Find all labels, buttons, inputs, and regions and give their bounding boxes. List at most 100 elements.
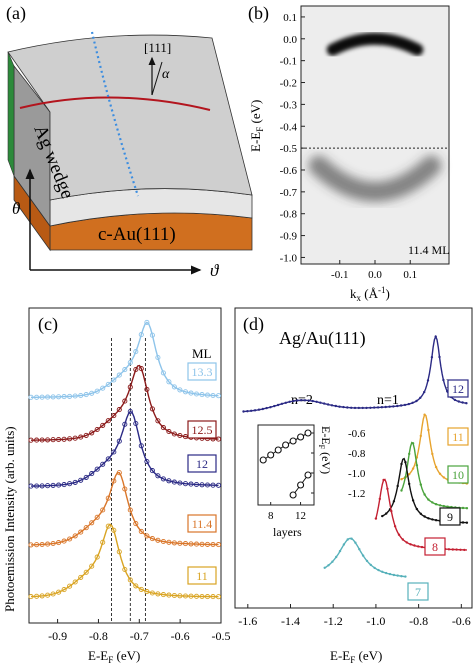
panel-d-series-box [424,537,446,556]
panel-c-series-label: 11 [196,569,208,583]
panel-c-data-point [210,541,216,548]
panel-d-data-point [419,483,422,486]
panel-d-data-point [415,399,418,403]
panel-c-data-point [105,418,111,424]
panel-c-data-point [111,449,117,455]
panel-c-data-point [215,594,222,600]
red-line [19,96,211,111]
panel-d-data-point [300,399,303,402]
panel-c-data-point [116,549,122,555]
inset-y-tick-label: -0.6 [348,428,366,440]
panel-c-data-point [199,392,205,398]
inset-y-ticks: -0.6 -0.8 -1.0 -1.2 [311,428,366,500]
panel-d-data-point [459,548,462,551]
panel-c-data-point [45,437,51,443]
panel-c-data-point [67,436,73,442]
panel-c-data-point [193,541,200,547]
panel-c-data-point [177,593,183,599]
inset-data-point [289,437,297,445]
panel-c-frame [28,307,222,624]
panel-c-data-point [171,431,177,437]
panel-c-data-point [61,482,67,488]
n1-label: n=1 [377,393,399,408]
panel-c-data-point [138,586,144,592]
panel-d-data-point [438,355,441,359]
panel-d-series-line [324,537,406,578]
panel-d-data-point [442,476,445,479]
panel-d-frame [234,307,473,609]
panel-d-x-tick-label: -1.0 [366,614,385,628]
panel-c-data-point [155,591,161,597]
panel-d-data-point [311,399,314,403]
panel-d-data-point [303,399,307,402]
panel-d-data-point [280,402,284,405]
panel-c-data-point [138,366,144,372]
panel-c-data-point [94,514,100,520]
arpes-y-ticks: 0.1 0.0 -0.1 -0.2 -0.3 -0.4 -0.5 -0.6 -0.7 -0.8 -0… [280,12,305,264]
panel-c-data-point [127,360,133,366]
panel-d-data-point [411,467,415,470]
panel-c-data-point [188,593,194,599]
inset-data-point [282,441,290,449]
panel-d-series-box [439,507,461,526]
panel-d-data-point [378,497,381,501]
panel-d-series-label: 8 [432,540,438,554]
panel-c-data-point [144,458,150,465]
panel-d-data-point [323,402,326,405]
panel-d-data-point [423,493,426,496]
panel-c-data-point [72,393,78,399]
panel-d-data-point [246,410,249,413]
panel-c-data-point [61,436,67,442]
panel-d-data-point [365,406,368,410]
panel-d-data-point [405,541,408,544]
panel-c-data-point [28,394,34,400]
panel-d-data-point [404,461,407,464]
panel-d-data-point [427,428,430,432]
panel-c-data-point [111,478,117,484]
panel-d-data-point [400,489,403,492]
panel-c-data-point [72,479,78,485]
panel-c-data-point [215,482,222,488]
panel-c-data-point [72,533,78,539]
panel-d-data-point [385,512,388,515]
panel-c-data-point [133,420,139,427]
panel-d-data-point [392,573,396,577]
panel-d-title: Ag/Au(111) [279,328,366,349]
panel-d-data-point [373,406,376,409]
panel-c-ml-header: ML [192,346,212,361]
panel-c-data-point [105,456,111,462]
panel-d-data-point [408,473,411,476]
inset-x-ticks: 8 12 [268,502,306,522]
panel-d-series-label: 9 [447,510,453,524]
panel-d-series-label: 10 [452,468,464,482]
panel-c-data-point [61,587,67,593]
panel-c-data-point [215,436,222,442]
panel-c-data-point [199,541,205,547]
panel-d-x-tick-label: -1.2 [324,614,343,628]
panel-d-data-point [419,434,422,438]
panel-d-data-point [451,548,454,551]
panel-c-data-point [83,569,89,575]
panel-c-data-point [166,478,172,484]
arpes-x-ticks: -0.1 0.0 0.1 [331,260,417,281]
panel-d-data-point [381,570,384,573]
panel-c-data-point [61,394,67,400]
panel-c-data-point [127,507,133,513]
panel-c-data-point [28,542,34,548]
panel-d-data-point [419,512,422,515]
panel-d-data-point [400,478,403,481]
panel-d-series-label: 7 [415,585,421,599]
panel-c-data-point [56,589,62,595]
panel-c-data-point [127,408,133,415]
panel-c-data-point [166,539,172,545]
panel-d-x-tick-label: -1.6 [238,614,257,628]
panel-c-data-point [155,537,161,543]
arpes-band [308,155,442,202]
panel-c-data-point [39,437,45,443]
panel-c-data-point [39,483,45,489]
panel-c-data-point [34,394,40,400]
panel-c-plot [28,319,222,623]
panel-d-data-point [265,406,268,410]
panel-d-data-point [393,525,397,528]
panel-c-data-point [78,392,84,399]
